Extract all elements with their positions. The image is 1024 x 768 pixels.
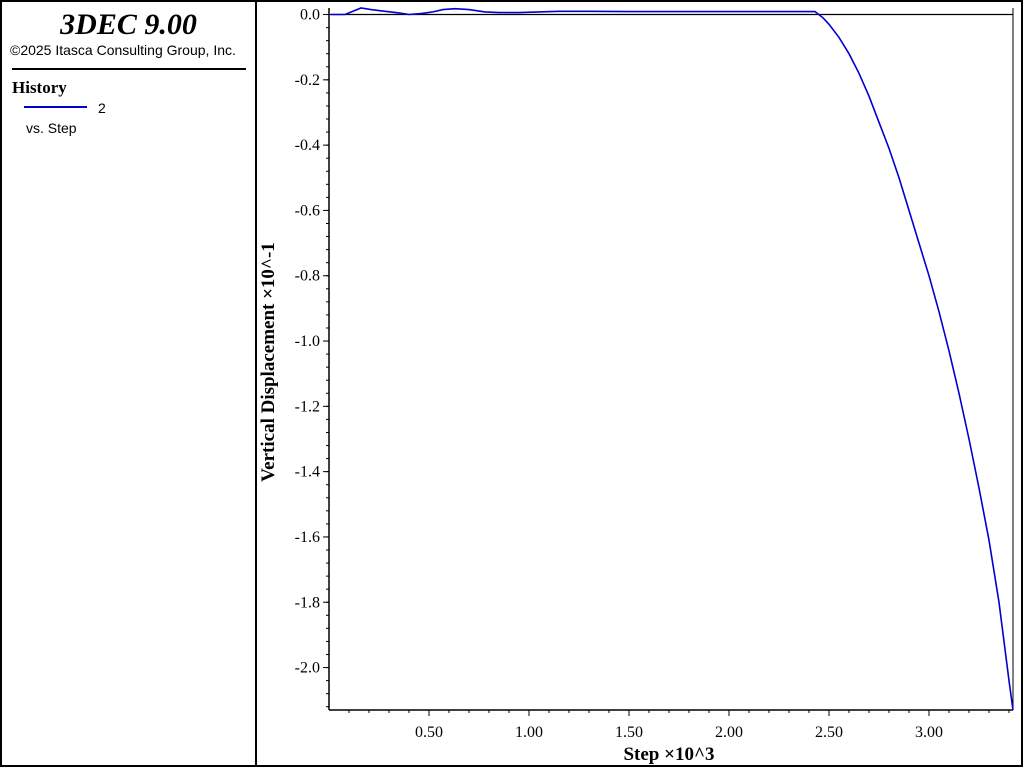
y-tick-label: -2.0: [295, 660, 320, 677]
x-tick-label: 2.00: [715, 724, 743, 741]
legend-vs-label: vs. Step: [26, 120, 77, 136]
y-tick-label: -0.2: [295, 72, 320, 89]
chart-ticks: 0.0 -0.2 -0.4 -0.6 -0.8 -1.0 -1.2 -1.4 -1.6 -1.8 -…: [295, 7, 1010, 741]
legend-panel: 3DEC 9.00 ©2025 Itasca Consulting Group,…: [2, 2, 255, 766]
y-tick-label: -0.8: [295, 268, 320, 285]
legend-history-id: 2: [98, 100, 106, 116]
app-title: 3DEC 9.00: [60, 8, 197, 41]
y-axis-label: Vertical Displacement ×10^-1: [258, 242, 279, 482]
legend-line-swatch: [24, 106, 87, 108]
x-tick-label: 1.50: [615, 724, 643, 741]
x-tick-label: 3.00: [915, 724, 943, 741]
y-tick-label: -1.6: [295, 529, 320, 546]
history-heading: History: [12, 78, 67, 97]
x-axis-label: Step ×10^3: [623, 744, 714, 765]
y-tick-label: 0.0: [300, 7, 320, 24]
copyright-text: ©2025 Itasca Consulting Group, Inc.: [10, 42, 236, 58]
history-series-line: [331, 7, 1014, 711]
y-tick-label: -1.8: [295, 594, 320, 611]
y-tick-label: -0.4: [295, 137, 320, 154]
chart-series: [331, 7, 1014, 711]
x-tick-label: 1.00: [515, 724, 543, 741]
y-tick-label: -1.0: [295, 333, 320, 350]
y-tick-label: -1.4: [295, 464, 320, 481]
legend-divider: [12, 68, 246, 70]
y-tick-label: -0.6: [295, 202, 320, 219]
chart-axes: [328, 8, 1014, 711]
x-tick-label: 2.50: [815, 724, 843, 741]
x-tick-label: 0.50: [415, 724, 443, 741]
y-tick-label: -1.2: [295, 398, 320, 415]
